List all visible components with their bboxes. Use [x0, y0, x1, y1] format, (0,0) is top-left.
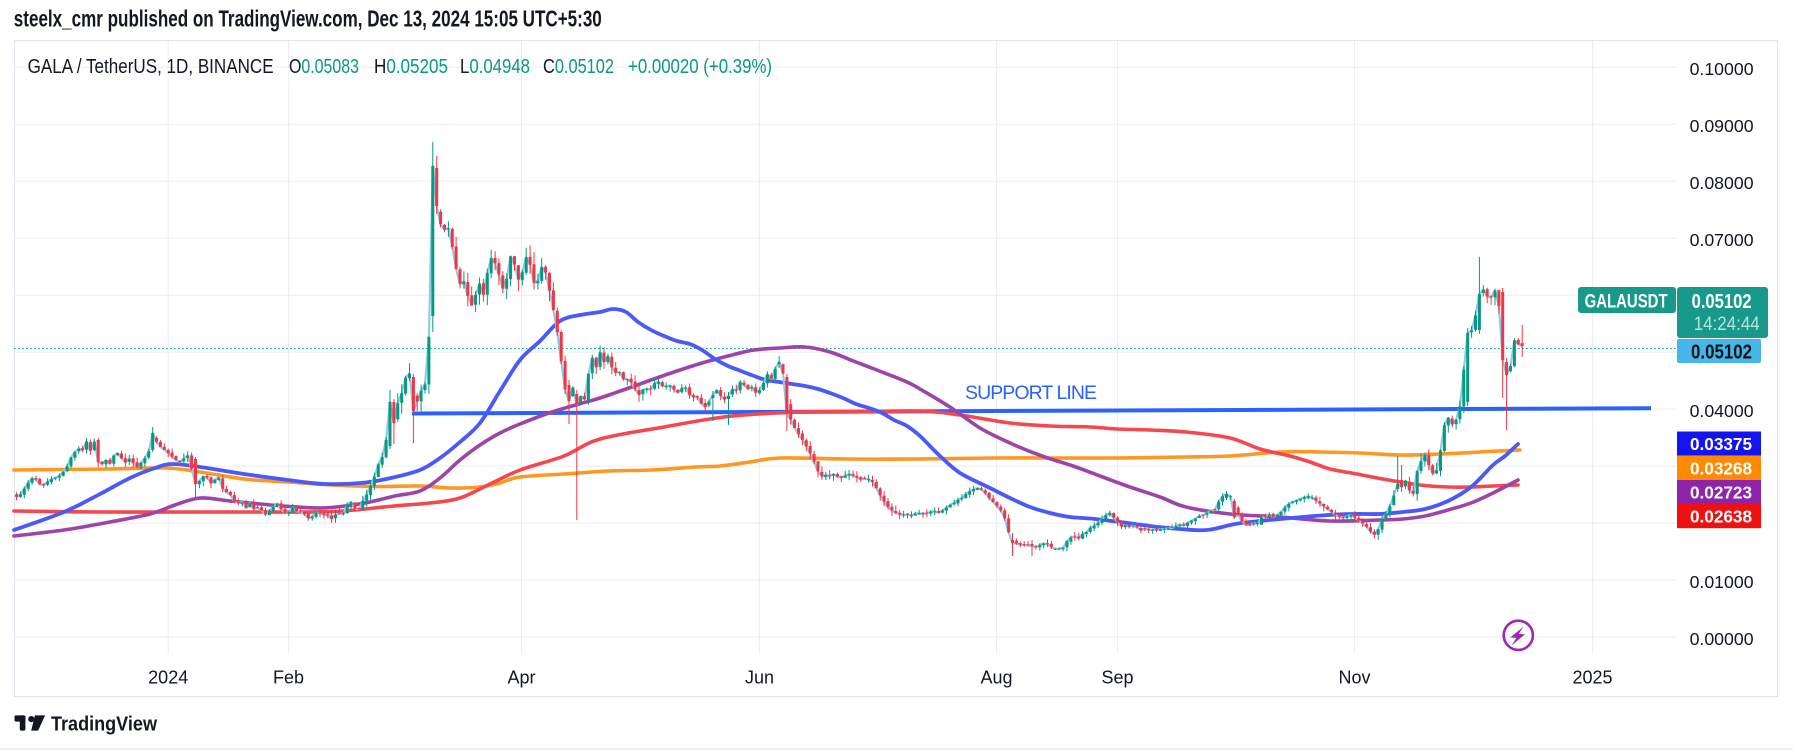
- svg-text:GALAUSDT: GALAUSDT: [1585, 292, 1668, 313]
- svg-text:0.03268: 0.03268: [1690, 459, 1752, 479]
- svg-text:C0.05102: C0.05102: [543, 56, 614, 78]
- svg-text:Nov: Nov: [1338, 668, 1370, 688]
- svg-text:steelx_cmr published on Tradin: steelx_cmr published on TradingView.com,…: [14, 6, 602, 32]
- svg-text:H0.05205: H0.05205: [374, 56, 448, 78]
- svg-text:0.03375: 0.03375: [1690, 434, 1752, 454]
- svg-text:0.08000: 0.08000: [1690, 173, 1754, 193]
- svg-text:O0.05083: O0.05083: [289, 56, 359, 78]
- svg-text:2025: 2025: [1572, 668, 1612, 688]
- svg-text:0.02638: 0.02638: [1690, 507, 1752, 527]
- svg-text:Apr: Apr: [507, 668, 535, 688]
- svg-text:0.00000: 0.00000: [1690, 629, 1754, 649]
- svg-text:0.09000: 0.09000: [1690, 116, 1754, 136]
- svg-text:14:24:44: 14:24:44: [1694, 314, 1760, 335]
- svg-text:0.01000: 0.01000: [1690, 572, 1754, 592]
- svg-text:0.02723: 0.02723: [1690, 483, 1752, 503]
- svg-text:Aug: Aug: [980, 668, 1012, 688]
- svg-text:2024: 2024: [148, 668, 188, 688]
- svg-text:0.04000: 0.04000: [1690, 401, 1754, 421]
- svg-text:SUPPORT LINE: SUPPORT LINE: [965, 382, 1097, 404]
- svg-text:TradingView: TradingView: [51, 713, 157, 736]
- svg-text:0.07000: 0.07000: [1690, 230, 1754, 250]
- svg-text:Feb: Feb: [273, 668, 304, 688]
- svg-text:Jun: Jun: [745, 668, 774, 688]
- svg-text:GALA / TetherUS, 1D, BINANCE: GALA / TetherUS, 1D, BINANCE: [28, 56, 274, 78]
- svg-text:0.05102: 0.05102: [1692, 291, 1752, 313]
- svg-text:0.05102: 0.05102: [1691, 342, 1752, 364]
- svg-text:+0.00020 (+0.39%): +0.00020 (+0.39%): [628, 56, 772, 78]
- svg-text:Sep: Sep: [1101, 668, 1133, 688]
- svg-text:L0.04948: L0.04948: [460, 56, 530, 78]
- svg-text:0.10000: 0.10000: [1690, 59, 1754, 79]
